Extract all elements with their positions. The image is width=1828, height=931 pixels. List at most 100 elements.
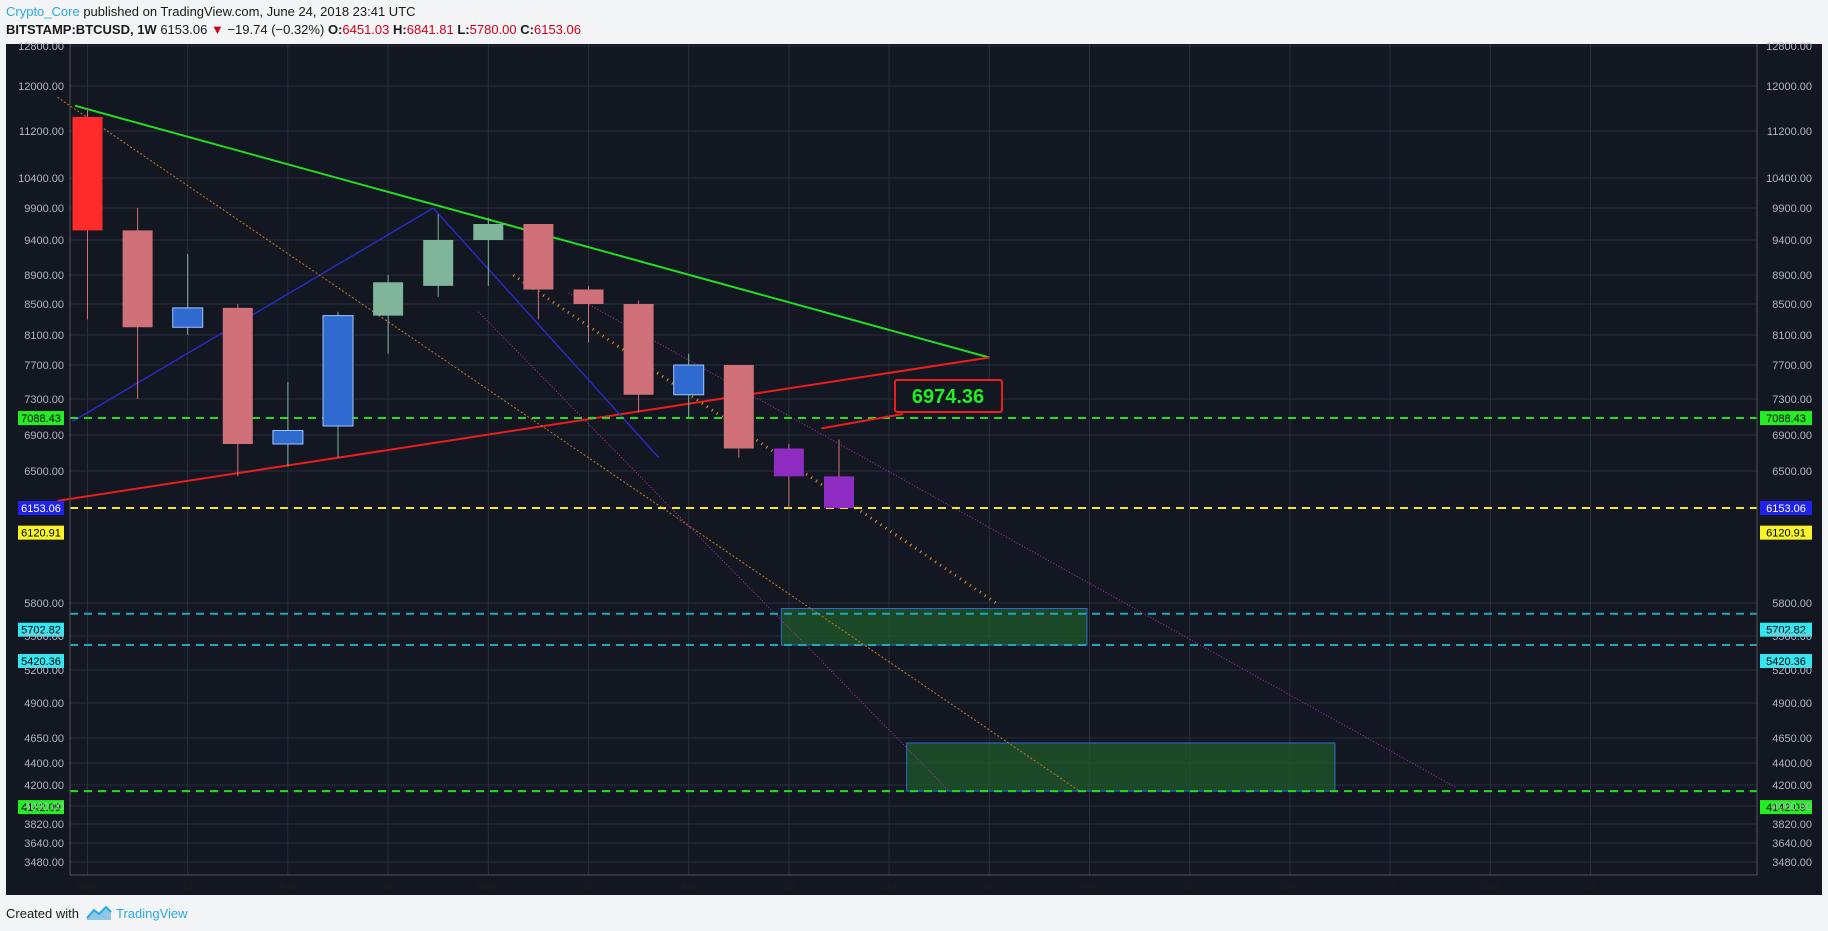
- close-label: C:: [520, 22, 534, 37]
- candle-body: [523, 224, 554, 290]
- y-tick-label-right: 10400.00: [1766, 173, 1812, 185]
- y-tick-label-right: 4400.00: [1772, 758, 1812, 770]
- y-tick-label-left: 3820.00: [24, 819, 64, 831]
- price-tag-label: 4142.09: [1766, 802, 1806, 814]
- symbol-label: BITSTAMP:BTCUSD, 1W: [6, 22, 157, 37]
- candle-body: [723, 365, 754, 449]
- red-trendline: [57, 356, 990, 502]
- low-value: 5780.00: [469, 22, 517, 37]
- callout-pointer: [821, 413, 904, 430]
- publish-line: Crypto_Core published on TradingView.com…: [6, 4, 416, 19]
- author-link[interactable]: Crypto_Core: [6, 4, 80, 19]
- candle-body: [573, 289, 604, 304]
- candle-body: [673, 364, 705, 396]
- y-tick-label-right: 4000.00: [1772, 801, 1812, 813]
- price-tag-right: [1760, 525, 1812, 540]
- price-tag-label: 5702.82: [1766, 625, 1806, 637]
- y-tick-label-left: 6900.00: [24, 430, 64, 442]
- target-zone-lower: [906, 742, 1336, 792]
- candle-body: [172, 307, 204, 328]
- price-tag-label: 5420.36: [1766, 656, 1806, 668]
- ohlc-line: BITSTAMP:BTCUSD, 1W 6153.06 ▼ −19.74 (−0…: [6, 22, 581, 37]
- candle-body: [272, 430, 304, 445]
- footer: Created with TradingView: [0, 895, 1828, 931]
- y-tick-label-left: 5800.00: [24, 598, 64, 610]
- y-tick-label-left: 4900.00: [24, 698, 64, 710]
- y-tick-label-left: 4000.00: [24, 801, 64, 813]
- high-label: H:: [393, 22, 407, 37]
- created-with-label: Created with: [6, 906, 79, 921]
- candle-body: [322, 315, 354, 427]
- x-tick-label: Sep: [1280, 881, 1300, 893]
- price-tag-label: 6153.06: [21, 503, 61, 515]
- publish-info: published on TradingView.com, June 24, 2…: [83, 4, 416, 19]
- price-tag-left: [18, 800, 64, 815]
- x-tick-label: Oct: [1481, 881, 1500, 893]
- y-tick-label-left: 5500.00: [24, 631, 64, 643]
- x-tick-label: 18: [783, 881, 795, 893]
- y-tick-label-left: 9400.00: [24, 235, 64, 247]
- y-tick-label-right: 5200.00: [1772, 665, 1812, 677]
- x-tick-label: 16: [382, 881, 394, 893]
- y-tick-label-left: 9900.00: [24, 203, 64, 215]
- y-tick-label-left: 12000.00: [18, 81, 64, 93]
- open-value: 6451.03: [342, 22, 390, 37]
- price-tag-left: [18, 525, 64, 540]
- candle-body: [473, 224, 504, 240]
- price-change: −19.74 (−0.32%): [227, 22, 325, 37]
- x-tick-label: Jul: [881, 881, 897, 893]
- y-tick-label-right: 5800.00: [1772, 598, 1812, 610]
- y-tick-label-left: 8100.00: [24, 330, 64, 342]
- y-tick-label-left: 7300.00: [24, 394, 64, 406]
- price-tag-right: [1760, 622, 1812, 637]
- y-tick-label-right: 7300.00: [1772, 394, 1812, 406]
- price-tag-right: [1760, 411, 1812, 426]
- candle-body: [423, 240, 454, 286]
- price-tag-left: [18, 411, 64, 426]
- candle-body: [222, 307, 253, 444]
- y-tick-label-left: 4200.00: [24, 780, 64, 792]
- candle-body: [824, 476, 854, 509]
- tradingview-logo-icon[interactable]: [86, 904, 112, 922]
- callout-label: 6974.36: [912, 386, 984, 408]
- high-value: 6841.81: [406, 22, 454, 37]
- price-tag-label: 6153.06: [1766, 503, 1806, 515]
- y-tick-label-right: 9400.00: [1772, 235, 1812, 247]
- candle-body: [623, 304, 654, 395]
- orange-dotted-channel: [57, 96, 1080, 792]
- x-tick-label: 16: [983, 881, 995, 893]
- y-tick-label-left: 8900.00: [24, 270, 64, 282]
- y-tick-label-left: 3640.00: [24, 838, 64, 850]
- low-label: L:: [457, 22, 470, 37]
- down-arrow-icon: ▼: [210, 22, 224, 37]
- price-chart[interactable]: 7088.43 7088.43 6153.06 6153.06 6120.91 6120.…: [0, 0, 1828, 895]
- price-tag-left: [18, 654, 64, 669]
- y-tick-label-right: 6900.00: [1772, 430, 1812, 442]
- price-tag-label: 4142.09: [21, 802, 61, 814]
- x-tick-label: 20: [1184, 881, 1196, 893]
- price-tag-left: [18, 501, 64, 515]
- callout-box: [894, 379, 1003, 413]
- candle-body: [373, 282, 404, 316]
- price-tag-label: 5702.82: [21, 625, 61, 637]
- y-tick-label-left: 4400.00: [24, 758, 64, 770]
- y-tick-label-right: 8500.00: [1772, 299, 1812, 311]
- chart-header: Crypto_Core published on TradingView.com…: [0, 0, 1828, 44]
- y-tick-label-left: 4650.00: [24, 733, 64, 745]
- y-tick-label-left: 5200.00: [24, 665, 64, 677]
- y-tick-label-right: 12800.00: [1766, 41, 1812, 53]
- y-tick-label-left: 10400.00: [18, 173, 64, 185]
- price-tag-label: 6120.91: [1766, 528, 1806, 540]
- price-tag-label: 6120.91: [21, 528, 61, 540]
- y-tick-label-right: 8100.00: [1772, 330, 1812, 342]
- y-tick-label-right: 5500.00: [1772, 631, 1812, 643]
- y-tick-label-left: 7700.00: [24, 360, 64, 372]
- tradingview-link[interactable]: TradingView: [116, 906, 188, 921]
- purple-line-steep: [477, 311, 950, 792]
- last-price: 6153.06: [160, 22, 208, 37]
- y-tick-label-right: 12000.00: [1766, 81, 1812, 93]
- y-tick-label-right: 4650.00: [1772, 733, 1812, 745]
- open-label: O:: [327, 22, 343, 37]
- price-tag-label: 5420.36: [21, 656, 61, 668]
- price-tag-right: [1760, 501, 1812, 515]
